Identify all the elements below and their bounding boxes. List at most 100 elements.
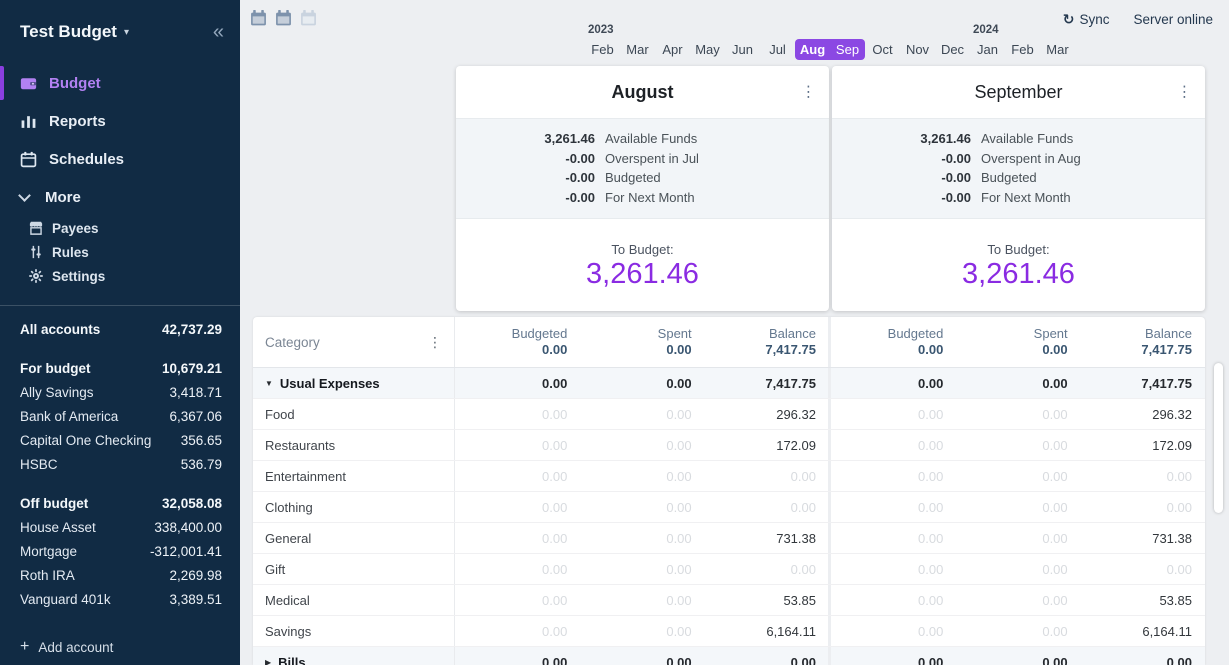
month-button-feb[interactable]: Feb — [591, 42, 614, 57]
account-group-row[interactable]: For budget 10,679.21 — [20, 361, 222, 385]
category-name[interactable]: Entertainment — [265, 468, 346, 484]
spent-cell[interactable]: 0.00 — [1042, 437, 1068, 453]
overspent-value[interactable]: -0.00 — [565, 150, 595, 166]
balance-cell[interactable]: 0.00 — [790, 561, 816, 577]
month-button-feb[interactable]: Feb — [1011, 42, 1034, 57]
spent-cell[interactable]: 0.00 — [666, 406, 692, 422]
budgeted-cell[interactable]: 0.00 — [542, 654, 568, 665]
account-row[interactable]: Capital One Checking 356.65 — [20, 433, 222, 457]
server-status[interactable]: Server online — [1133, 12, 1213, 27]
budget-category-row[interactable]: Restaurants 0.00 0.00 172.09 0.00 0.00 172.09 — [253, 430, 1205, 461]
spent-column-header[interactable]: Spent 0.00 — [657, 326, 692, 357]
account-row[interactable]: Bank of America 6,367.06 — [20, 409, 222, 433]
three-month-view-icon[interactable] — [298, 8, 318, 28]
category-name[interactable]: Food — [265, 406, 295, 422]
spent-cell[interactable]: 0.00 — [666, 499, 692, 515]
collapse-group-icon[interactable]: ▼ — [265, 378, 273, 388]
sidebar-item-reports[interactable]: Reports — [0, 102, 240, 140]
budget-category-row[interactable]: Entertainment 0.00 0.00 0.00 0.00 0.00 0.00 — [253, 461, 1205, 492]
month-button-jul[interactable]: Jul — [769, 42, 786, 57]
spent-cell[interactable]: 0.00 — [666, 623, 692, 639]
budget-category-row[interactable]: General 0.00 0.00 731.38 0.00 0.00 731.38 — [253, 523, 1205, 554]
balance-cell[interactable]: 731.38 — [1152, 530, 1192, 546]
balance-cell[interactable]: 296.32 — [776, 406, 816, 422]
budgeted-column-header[interactable]: Budgeted 0.00 — [511, 326, 568, 357]
budgeted-value[interactable]: -0.00 — [941, 170, 971, 185]
budgeted-cell[interactable]: 0.00 — [542, 530, 568, 546]
spent-cell[interactable]: 0.00 — [1042, 623, 1068, 639]
account-group-row[interactable]: Off budget 32,058.08 — [20, 496, 222, 520]
balance-cell[interactable]: 0.00 — [1166, 499, 1192, 515]
balance-cell[interactable]: 0.00 — [790, 468, 816, 484]
month-button-sep[interactable]: Sep — [830, 39, 865, 60]
sidebar-item-budget[interactable]: Budget — [0, 64, 240, 102]
budgeted-cell[interactable]: 0.00 — [542, 468, 568, 484]
sidebar-collapse-icon[interactable]: « — [212, 21, 224, 43]
budgeted-cell[interactable]: 0.00 — [918, 499, 944, 515]
month-button-oct[interactable]: Oct — [872, 42, 893, 57]
budget-file-caret-down-icon[interactable]: ▾ — [123, 26, 129, 38]
budgeted-column-header[interactable]: Budgeted 0.00 — [887, 326, 944, 357]
budget-category-row[interactable]: Medical 0.00 0.00 53.85 0.00 0.00 53.85 — [253, 585, 1205, 616]
month-button-jan[interactable]: Jan — [977, 42, 998, 57]
budgeted-cell[interactable]: 0.00 — [918, 406, 944, 422]
category-name[interactable]: Restaurants — [265, 437, 336, 453]
one-month-view-icon[interactable] — [248, 8, 268, 28]
expand-group-icon[interactable]: ▶ — [265, 657, 272, 665]
spent-cell[interactable]: 0.00 — [1042, 499, 1068, 515]
sidebar-more-toggle[interactable]: More — [0, 178, 240, 216]
budget-category-row[interactable]: Gift 0.00 0.00 0.00 0.00 0.00 0.00 — [253, 554, 1205, 585]
to-budget[interactable]: To Budget: 3,261.46 — [456, 219, 829, 291]
add-account-button[interactable]: + Add account — [20, 638, 222, 656]
month-button-mar[interactable]: Mar — [1046, 42, 1069, 57]
category-name[interactable]: General — [265, 530, 312, 546]
budget-group-row[interactable]: ▼ Usual Expenses 0.00 0.00 7,417.75 0.00 0.00 7… — [253, 368, 1205, 399]
account-row[interactable]: Roth IRA 2,269.98 — [20, 568, 222, 592]
balance-cell[interactable]: 172.09 — [776, 437, 816, 453]
balance-cell[interactable]: 0.00 — [790, 654, 816, 665]
category-name[interactable]: Medical — [265, 592, 310, 608]
overspent-value[interactable]: -0.00 — [941, 150, 971, 166]
balance-cell[interactable]: 296.32 — [1152, 406, 1192, 422]
category-name[interactable]: Usual Expenses — [279, 375, 380, 391]
budget-category-row[interactable]: Food 0.00 0.00 296.32 0.00 0.00 296.32 — [253, 399, 1205, 430]
budgeted-cell[interactable]: 0.00 — [918, 530, 944, 546]
budgeted-cell[interactable]: 0.00 — [542, 623, 568, 639]
category-name[interactable]: Clothing — [265, 499, 313, 515]
spent-cell[interactable]: 0.00 — [666, 530, 692, 546]
budgeted-cell[interactable]: 0.00 — [918, 654, 944, 665]
budget-group-row[interactable]: ▶ Bills 0.00 0.00 0.00 0.00 0.00 0.00 — [253, 647, 1205, 665]
balance-cell[interactable]: 53.85 — [783, 592, 816, 608]
month-button-jun[interactable]: Jun — [732, 42, 753, 57]
month-button-aug[interactable]: Aug — [795, 39, 830, 60]
budgeted-cell[interactable]: 0.00 — [542, 437, 568, 453]
spent-cell[interactable]: 0.00 — [666, 561, 692, 577]
spent-cell[interactable]: 0.00 — [666, 468, 692, 484]
month-button-apr[interactable]: Apr — [662, 42, 683, 57]
budgeted-value[interactable]: -0.00 — [565, 170, 595, 185]
spent-column-header[interactable]: Spent 0.00 — [1033, 326, 1068, 357]
to-budget-value[interactable]: 3,261.46 — [586, 258, 699, 290]
balance-cell[interactable]: 53.85 — [1159, 592, 1192, 608]
available-funds-value[interactable]: 3,261.46 — [920, 131, 971, 146]
account-row[interactable]: Vanguard 401k 3,389.51 — [20, 592, 222, 616]
balance-cell[interactable]: 172.09 — [1152, 437, 1192, 453]
budgeted-cell[interactable]: 0.00 — [542, 561, 568, 577]
budget-category-row[interactable]: Clothing 0.00 0.00 0.00 0.00 0.00 0.00 — [253, 492, 1205, 523]
category-name[interactable]: Bills — [278, 654, 306, 665]
balance-cell[interactable]: 0.00 — [1166, 561, 1192, 577]
balance-column-header[interactable]: Balance 7,417.75 — [1141, 326, 1192, 357]
month-menu-kebab-icon[interactable]: ⋮ — [801, 83, 816, 101]
budgeted-cell[interactable]: 0.00 — [918, 375, 944, 391]
budgeted-cell[interactable]: 0.00 — [918, 623, 944, 639]
month-button-may[interactable]: May — [695, 42, 720, 57]
spent-cell[interactable]: 0.00 — [1042, 654, 1068, 665]
spent-cell[interactable]: 0.00 — [666, 654, 692, 665]
budget-category-row[interactable]: Savings 0.00 0.00 6,164.11 0.00 0.00 6,164.11 — [253, 616, 1205, 647]
sidebar-item-settings[interactable]: Settings — [0, 264, 240, 288]
spent-cell[interactable]: 0.00 — [1042, 530, 1068, 546]
budgeted-cell[interactable]: 0.00 — [542, 592, 568, 608]
budgeted-cell[interactable]: 0.00 — [918, 468, 944, 484]
budgeted-cell[interactable]: 0.00 — [542, 375, 568, 391]
balance-cell[interactable]: 6,164.11 — [766, 623, 816, 639]
